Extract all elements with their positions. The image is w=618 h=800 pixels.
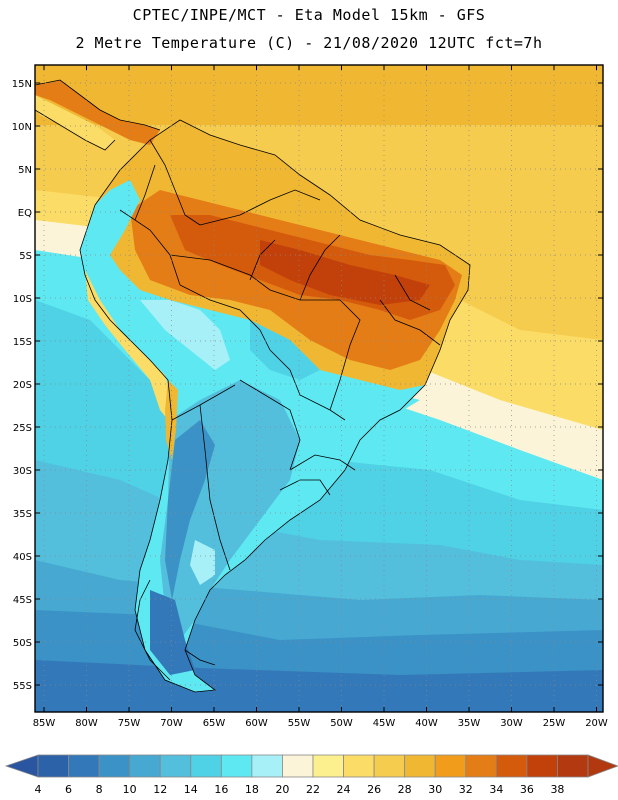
colorbar-label: 34 xyxy=(489,783,503,796)
colorbar-swatch xyxy=(557,754,589,778)
lon-label: 30W xyxy=(500,718,523,729)
colorbar-label: 38 xyxy=(550,783,564,796)
latitude-axis: 15N 10N 5N EQ 5S 10S 15S 20S 25S 30S 35S 40S 45S 50S 5… xyxy=(12,79,603,692)
colorbar-label: 32 xyxy=(459,783,473,796)
lon-label: 45W xyxy=(373,718,396,729)
lat-label: 15N xyxy=(12,79,32,90)
colorbar-label: 22 xyxy=(306,783,320,796)
colorbar-swatch xyxy=(251,754,283,778)
colorbar-swatch xyxy=(373,754,406,778)
lon-label: 60W xyxy=(245,718,268,729)
colorbar-swatch xyxy=(465,754,497,778)
country-borders xyxy=(35,79,471,693)
lat-label: 35S xyxy=(13,509,32,520)
lon-label: 80W xyxy=(75,718,98,729)
colorbar-swatch xyxy=(37,754,69,778)
colorbar-swatch xyxy=(190,754,222,778)
colorbar-swatch xyxy=(343,754,375,778)
colorbar-swatch xyxy=(129,754,161,778)
lat-label: 20S xyxy=(13,380,32,391)
lon-label: 55W xyxy=(288,718,311,729)
lat-label: 30S xyxy=(13,466,32,477)
lon-label: 85W xyxy=(33,718,56,729)
map-title: CPTEC/INPE/MCT - Eta Model 15km - GFS xyxy=(132,6,486,24)
lat-label: 10S xyxy=(13,294,32,305)
lon-label: 50W xyxy=(330,718,353,729)
lon-label: 70W xyxy=(160,718,183,729)
colorbar-swatch xyxy=(98,754,131,778)
colorbar-label: 12 xyxy=(153,783,167,796)
lon-label: 25W xyxy=(543,718,566,729)
lat-label: 15S xyxy=(13,337,32,348)
map-frame xyxy=(34,64,604,713)
colorbar-swatch xyxy=(282,754,314,778)
colorbar-swatch xyxy=(434,754,467,778)
colorbar-under-arrow xyxy=(4,754,39,778)
colorbar-label: 16 xyxy=(214,783,228,796)
map-subtitle: 2 Metre Temperature (C) - 21/08/2020 12U… xyxy=(75,34,543,52)
colorbar-label: 10 xyxy=(123,783,137,796)
lat-label: 50S xyxy=(13,638,32,649)
lon-label: 75W xyxy=(118,718,141,729)
lon-label: 65W xyxy=(203,718,226,729)
colorbar-label: 24 xyxy=(337,783,351,796)
colorbar-label: 26 xyxy=(367,783,381,796)
colorbar-label: 14 xyxy=(184,783,198,796)
lat-label: 5S xyxy=(19,251,32,262)
lat-label: 40S xyxy=(13,552,32,563)
colorbar-swatch xyxy=(220,754,253,778)
colorbar-label: 18 xyxy=(245,783,259,796)
lon-label: 35W xyxy=(458,718,481,729)
colorbar-swatch xyxy=(159,754,192,778)
longitude-axis: 85W 80W 75W 70W 65W 60W 55W 50W 45W 40W 35W 30W 25W 2… xyxy=(33,65,608,729)
lon-label: 40W xyxy=(415,718,438,729)
lat-label: EQ xyxy=(18,208,32,219)
colorbar-label: 20 xyxy=(275,783,289,796)
lat-label: 5N xyxy=(18,165,32,176)
colorbar-swatch xyxy=(312,754,344,778)
temperature-field xyxy=(35,65,603,712)
colorbar-swatch xyxy=(526,754,558,778)
lat-label: 55S xyxy=(13,681,32,692)
colorbar-swatch xyxy=(404,754,436,778)
colorbar-label: 30 xyxy=(428,783,442,796)
colorbar-label: 8 xyxy=(96,783,103,796)
colorbar-label: 6 xyxy=(65,783,72,796)
lon-label: 20W xyxy=(585,718,608,729)
lat-label: 10N xyxy=(12,122,32,133)
colorbar-swatch xyxy=(495,754,528,778)
colorbar: 4 6 8 10 12 14 16 18 20 22 24 26 28 30 32 34 36 38 xyxy=(4,754,618,796)
colorbar-label: 4 xyxy=(35,783,42,796)
colorbar-over-arrow xyxy=(587,754,618,778)
colorbar-label: 28 xyxy=(398,783,412,796)
lat-label: 25S xyxy=(13,423,32,434)
colorbar-swatch xyxy=(68,754,100,778)
colorbar-label: 36 xyxy=(520,783,534,796)
lat-label: 45S xyxy=(13,595,32,606)
